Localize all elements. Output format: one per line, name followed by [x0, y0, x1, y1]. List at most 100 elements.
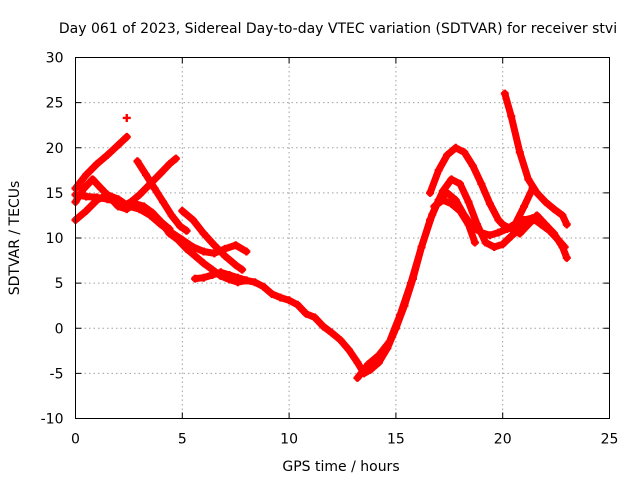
data-point — [127, 197, 136, 206]
data-point — [114, 141, 123, 150]
data-point — [477, 179, 486, 188]
data-point — [327, 328, 336, 337]
data-point — [406, 279, 415, 288]
series-line — [72, 133, 131, 192]
series-arc-8 — [191, 268, 251, 285]
data-point — [481, 238, 490, 247]
data-point — [520, 202, 529, 211]
data-point — [494, 215, 503, 224]
x-tick-label: 20 — [494, 432, 512, 448]
y-tick-label: 30 — [46, 51, 64, 67]
series-arc-13 — [498, 211, 571, 262]
data-point — [135, 190, 144, 199]
data-point — [498, 220, 507, 229]
data-point — [122, 113, 131, 122]
data-point — [165, 159, 174, 168]
data-point — [549, 205, 558, 214]
series-arc-6 — [133, 157, 191, 235]
data-point — [353, 358, 362, 367]
data-point — [511, 219, 520, 228]
data-point — [176, 222, 185, 231]
data-point — [103, 150, 112, 159]
data-point — [532, 188, 541, 197]
series-arc-7 — [178, 206, 247, 274]
data-point — [80, 184, 89, 193]
data-point — [447, 199, 456, 208]
data-point — [438, 187, 447, 196]
data-point — [156, 217, 165, 226]
data-point — [468, 161, 477, 170]
data-point — [344, 345, 353, 354]
data-point — [558, 211, 567, 220]
data-point — [238, 265, 247, 274]
data-point — [426, 188, 435, 197]
data-point — [485, 199, 494, 208]
data-point — [428, 210, 437, 219]
data-point — [191, 274, 200, 283]
data-point — [562, 220, 571, 229]
data-point — [225, 271, 234, 280]
data-point — [250, 278, 259, 287]
data-point — [133, 157, 142, 166]
data-point — [515, 148, 524, 157]
data-point — [259, 282, 268, 291]
data-point — [156, 169, 165, 178]
data-point — [460, 148, 469, 157]
data-point — [167, 211, 176, 220]
data-point — [199, 247, 208, 256]
data-point — [233, 273, 242, 282]
data-point — [498, 240, 507, 249]
x-tick-label: 25 — [601, 432, 619, 448]
data-point — [485, 231, 494, 240]
data-point — [182, 226, 191, 235]
y-tick-label: 15 — [46, 186, 64, 202]
data-point — [455, 179, 464, 188]
data-point — [438, 196, 447, 205]
y-tick-label: 25 — [46, 96, 64, 112]
data-point — [159, 197, 168, 206]
data-point — [210, 241, 219, 250]
data-point — [242, 276, 251, 285]
data-point — [464, 220, 473, 229]
data-point — [302, 309, 311, 318]
data-point — [178, 206, 187, 215]
data-point — [199, 259, 208, 268]
data-point — [310, 313, 319, 322]
data-point — [88, 175, 97, 184]
data-point — [178, 235, 187, 244]
data-point — [82, 170, 91, 179]
data-point — [122, 132, 131, 141]
data-point — [549, 229, 558, 238]
data-point — [293, 300, 302, 309]
data-series — [71, 89, 571, 382]
data-point — [451, 143, 460, 152]
data-point — [103, 195, 112, 204]
data-point — [150, 184, 159, 193]
data-point — [92, 159, 101, 168]
data-point — [208, 271, 217, 280]
series-arc-2 — [71, 132, 131, 193]
data-point — [532, 211, 541, 220]
data-point — [524, 175, 533, 184]
data-point — [171, 154, 180, 163]
data-point — [417, 243, 426, 252]
data-point — [541, 220, 550, 229]
data-point — [473, 220, 482, 229]
data-point — [541, 197, 550, 206]
series-arc-11 — [430, 196, 479, 247]
series-arc-14 — [122, 113, 131, 122]
data-point — [82, 206, 91, 215]
data-point — [199, 273, 208, 282]
series-line — [354, 175, 541, 382]
y-tick-label: 5 — [55, 276, 64, 292]
data-point — [364, 360, 373, 369]
series-arc-10 — [426, 143, 537, 233]
series-arc-12 — [500, 89, 571, 229]
data-point — [336, 335, 345, 344]
data-point — [216, 268, 225, 277]
data-point — [146, 209, 155, 218]
data-point — [396, 310, 405, 319]
data-point — [494, 228, 503, 237]
data-point — [500, 89, 509, 98]
series-arc-9 — [353, 175, 541, 382]
